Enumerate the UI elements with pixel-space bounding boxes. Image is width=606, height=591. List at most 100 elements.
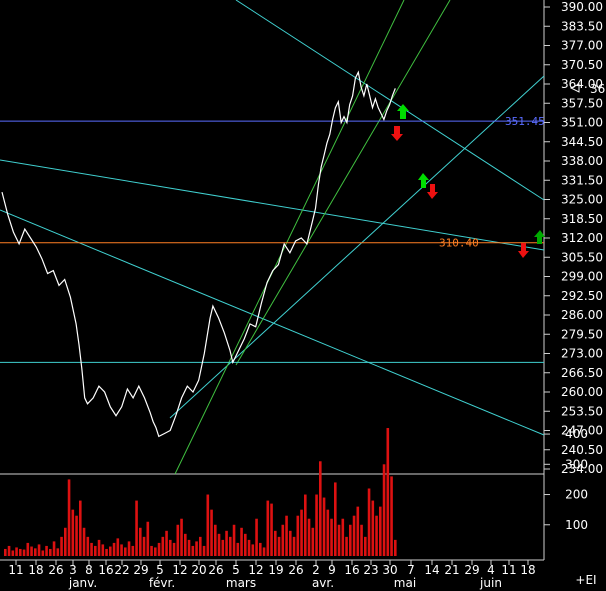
volume-bar bbox=[311, 527, 315, 556]
date-tick-label: 7 bbox=[407, 563, 415, 577]
volume-bar bbox=[266, 500, 270, 556]
volume-bar bbox=[367, 488, 371, 556]
buy-arrow-icon bbox=[397, 104, 409, 119]
volume-bar bbox=[172, 542, 176, 556]
date-axis: 11 18 26 3 8 16 22 29 5 12 20 26 5 12 19 26 2 9 16 23 30 7 14 2… bbox=[8, 560, 536, 590]
volume-bar bbox=[139, 527, 142, 556]
date-tick-label: 5 bbox=[232, 563, 240, 577]
volume-bar bbox=[394, 539, 397, 556]
volume-bar bbox=[97, 539, 101, 556]
price-tick-label: 325.00 bbox=[561, 193, 603, 207]
price-tick-label: 331.50 bbox=[561, 173, 603, 187]
volume-bar bbox=[202, 545, 206, 556]
volume-bar bbox=[124, 547, 127, 556]
volume-bar bbox=[262, 547, 266, 556]
volume-bar bbox=[364, 536, 367, 556]
volume-bar bbox=[330, 518, 333, 556]
volume-bar bbox=[67, 479, 71, 556]
volume-bar bbox=[52, 541, 56, 556]
price-tick-label: 377.00 bbox=[561, 39, 603, 53]
price-line bbox=[1, 70, 396, 438]
date-tick-label: 14 bbox=[424, 563, 439, 577]
channel-line-left[interactable] bbox=[174, 0, 405, 475]
price-axis: 390.00383.50377.00370.50364.00357.50351.… bbox=[544, 0, 603, 476]
date-tick-label: 5 bbox=[156, 563, 164, 577]
volume-bar bbox=[157, 542, 161, 556]
date-tick-label: 3 bbox=[69, 563, 77, 577]
buy-arrow-icon bbox=[418, 173, 429, 188]
volume-bar bbox=[341, 518, 345, 556]
date-tick-label: 29 bbox=[133, 563, 148, 577]
volume-bar bbox=[11, 550, 15, 556]
volume-bar bbox=[109, 546, 112, 556]
date-tick-label: 26 bbox=[288, 563, 303, 577]
horizontal-levels: 351.45 310.40 bbox=[0, 115, 545, 363]
price-tick-label: 234.00 bbox=[561, 462, 603, 476]
price-tick-label: 286.00 bbox=[561, 308, 603, 322]
volume-bar bbox=[7, 545, 11, 556]
volume-bar bbox=[41, 550, 45, 556]
price-tick-label: 338.00 bbox=[561, 154, 603, 168]
volume-bar bbox=[120, 544, 123, 556]
volume-bar bbox=[345, 536, 348, 556]
price-tick-label: 344.50 bbox=[561, 135, 603, 149]
volume-bar bbox=[382, 464, 386, 556]
volume-bar bbox=[86, 536, 90, 556]
price-tick-label: 279.50 bbox=[561, 327, 603, 341]
price-tick-label: 370.50 bbox=[561, 58, 603, 72]
volume-bar bbox=[296, 515, 300, 556]
date-tick-label: 12 bbox=[248, 563, 263, 577]
price-tick-label: 390.00 bbox=[561, 0, 603, 14]
date-tick-label: 30 bbox=[382, 563, 397, 577]
volume-bar bbox=[4, 548, 7, 556]
month-label: juin bbox=[479, 576, 502, 590]
volume-bar bbox=[26, 542, 30, 556]
volume-bar bbox=[75, 515, 78, 556]
price-series bbox=[1, 70, 396, 438]
price-tick-label: 305.50 bbox=[561, 250, 603, 264]
date-tick-label: 12 bbox=[172, 563, 187, 577]
chart-frame bbox=[0, 0, 545, 561]
volume-bar bbox=[322, 497, 326, 556]
volume-bar bbox=[184, 533, 187, 556]
trendline-long-resistance[interactable] bbox=[0, 159, 545, 251]
volume-bar bbox=[232, 524, 236, 556]
volume-bar bbox=[352, 515, 356, 556]
volume-tick-label: 100 bbox=[565, 518, 588, 532]
price-tick-label: 383.50 bbox=[561, 19, 603, 33]
volume-bar bbox=[386, 428, 390, 556]
volume-bar bbox=[60, 536, 63, 556]
volume-bar bbox=[255, 518, 258, 556]
volume-bar bbox=[244, 533, 247, 556]
volume-bar bbox=[37, 544, 41, 556]
date-tick-label: 16 bbox=[344, 563, 359, 577]
trendline-lower[interactable] bbox=[0, 209, 545, 436]
volume-bar bbox=[146, 521, 150, 556]
volume-bar bbox=[15, 547, 18, 556]
volume-bar bbox=[281, 524, 285, 556]
channel-line-right[interactable] bbox=[235, 0, 451, 366]
price-tick-label: 351.00 bbox=[561, 116, 603, 130]
volume-bar bbox=[334, 482, 337, 556]
volume-bar bbox=[30, 546, 33, 556]
volume-bar bbox=[210, 509, 213, 556]
volume-bar bbox=[221, 539, 225, 556]
volume-bars bbox=[4, 428, 397, 556]
date-tick-label: 22 bbox=[114, 563, 129, 577]
volume-bar bbox=[94, 545, 97, 556]
trendline-upper-resistance[interactable] bbox=[235, 0, 545, 201]
trendline-support[interactable] bbox=[169, 75, 545, 419]
volume-bar bbox=[82, 527, 86, 556]
volume-axis: 400 300 200 100 bbox=[544, 427, 588, 532]
sell-arrow-icon bbox=[427, 184, 438, 199]
volume-bar bbox=[390, 476, 393, 556]
date-tick-label: 11 bbox=[8, 563, 23, 577]
volume-bar bbox=[270, 503, 273, 556]
volume-bar bbox=[319, 461, 322, 556]
volume-bar bbox=[116, 538, 120, 556]
volume-bar bbox=[206, 494, 210, 556]
price-tick-label: 299.00 bbox=[561, 270, 603, 284]
volume-bar bbox=[64, 527, 67, 556]
volume-bar bbox=[165, 530, 168, 556]
